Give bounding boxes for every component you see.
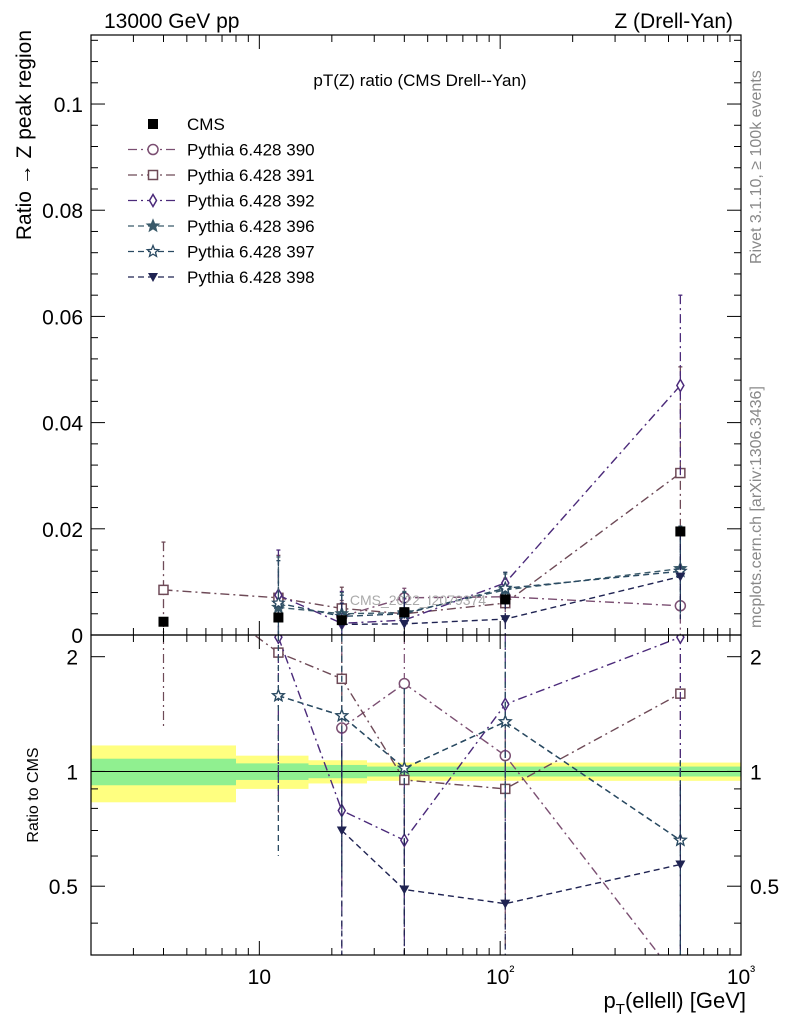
x-tick-label: 10² (486, 963, 514, 989)
data-point (271, 595, 286, 610)
series-line-5 (341, 575, 681, 626)
legend-label: Pythia 6.428 391 (187, 166, 315, 185)
y-tick-label-top: 0 (71, 625, 83, 648)
data-point (675, 572, 686, 582)
ratio-point (399, 885, 410, 895)
legend-entry-5: Pythia 6.428 397 (128, 243, 315, 262)
series-line-0 (341, 596, 681, 618)
y-tick-label-ratio-right: 1 (750, 761, 762, 784)
data-point (497, 580, 513, 595)
ratio-point (500, 899, 511, 909)
ratio-point (396, 760, 412, 775)
legend-entry-3: Pythia 6.428 392 (128, 192, 315, 211)
y-tick-label-ratio-left: 1 (66, 761, 78, 784)
ratio-point (675, 635, 685, 645)
series-4 (271, 528, 688, 635)
header-left: 13000 GeV pp (104, 10, 239, 33)
legend-label: Pythia 6.428 397 (187, 243, 315, 262)
ratio-series-5 (336, 750, 686, 955)
chart-title: pT(Z) ratio (CMS Drell--Yan) (313, 71, 526, 90)
series-3 (271, 525, 688, 635)
y-tick-label-top: 0.08 (42, 200, 83, 223)
legend-entry-6: Pythia 6.428 398 (128, 268, 315, 287)
y-tick-label-ratio-right: 2 (750, 647, 762, 670)
legend-entry-0: CMS (148, 115, 225, 134)
ratio-point (497, 713, 513, 729)
ratio-point (271, 687, 286, 703)
cms-data-point (158, 616, 169, 627)
cms-data-point (273, 612, 284, 623)
legend-entry-2: Pythia 6.428 391 (128, 166, 315, 185)
ratio-point (334, 707, 350, 723)
y-tick-label-top: 0.02 (42, 519, 83, 542)
ratio-line-5 (341, 829, 681, 905)
ratio-series-3 (271, 635, 688, 955)
ratio-series-0 (336, 635, 685, 987)
ratio-line-0 (341, 682, 661, 955)
legend-marker (147, 169, 159, 181)
y-tick-label-top: 0.1 (54, 94, 83, 117)
cms-data-point (500, 594, 511, 605)
cms-data-point (399, 607, 410, 618)
legend: CMS Pythia 6.428 390 Pythia 6.428 391 Pythi… (128, 115, 315, 287)
series-5 (336, 533, 686, 635)
series-line-1 (163, 472, 681, 615)
y-tick-label-top: 0.04 (42, 413, 83, 436)
legend-marker (145, 218, 161, 233)
y-axis-label-ratio: Ratio to CMS (25, 747, 42, 842)
x-tick-label: 10 (248, 966, 271, 989)
legend-label: Pythia 6.428 396 (187, 217, 315, 236)
series-line-4 (278, 570, 681, 618)
ratio-line-4 (278, 695, 681, 841)
x-tick-label: 10³ (727, 963, 755, 989)
y-tick-label-ratio-right: 0.5 (750, 876, 779, 899)
watermark-text: CMS_2022_I2079374 (350, 592, 486, 608)
y-tick-label-ratio-left: 2 (66, 647, 78, 670)
header-right: Z (Drell-Yan) (614, 10, 733, 33)
legend-label: Pythia 6.428 398 (187, 268, 315, 287)
ratio-series-2 (274, 635, 685, 955)
data-point (399, 619, 410, 629)
legend-label: Pythia 6.428 392 (187, 192, 315, 211)
legend-label: Pythia 6.428 390 (187, 141, 315, 160)
rivet-version-text: Rivet 3.1.10, ≥ 100k events (748, 70, 765, 264)
legend-entry-1: Pythia 6.428 390 (128, 141, 315, 160)
data-point (271, 599, 286, 614)
legend-entry-4: Pythia 6.428 396 (128, 217, 315, 236)
series-cms (158, 526, 686, 627)
data-point (158, 584, 169, 596)
legend-marker (147, 143, 159, 156)
ratio-point (336, 826, 347, 836)
legend-marker (148, 119, 158, 129)
ratio-point (675, 860, 686, 870)
ratio-point (675, 977, 685, 987)
cms-data-point (675, 526, 686, 537)
mcplots-text: mcplots.cern.ch [arXiv:1306.3436] (748, 386, 765, 628)
y-tick-label-ratio-left: 0.5 (49, 876, 78, 899)
ratio-series-4 (271, 635, 688, 955)
legend-marker (148, 193, 158, 208)
y-axis-label-top: Ratio → Z peak region (13, 30, 36, 240)
ratio-frame (90, 634, 742, 956)
x-axis-label: pT(ellell) [GeV] (604, 988, 746, 1018)
series-line-2 (278, 384, 681, 625)
series-2 (274, 294, 685, 635)
legend-label: CMS (187, 115, 225, 134)
data-point (675, 377, 685, 393)
uncertainty-band-1-0 (91, 758, 236, 786)
legend-marker (148, 273, 158, 282)
y-tick-label-top: 0.06 (42, 306, 83, 329)
legend-marker (145, 243, 161, 258)
data-point (500, 615, 511, 625)
cms-data-point (336, 615, 347, 626)
ratio-point (398, 677, 411, 690)
